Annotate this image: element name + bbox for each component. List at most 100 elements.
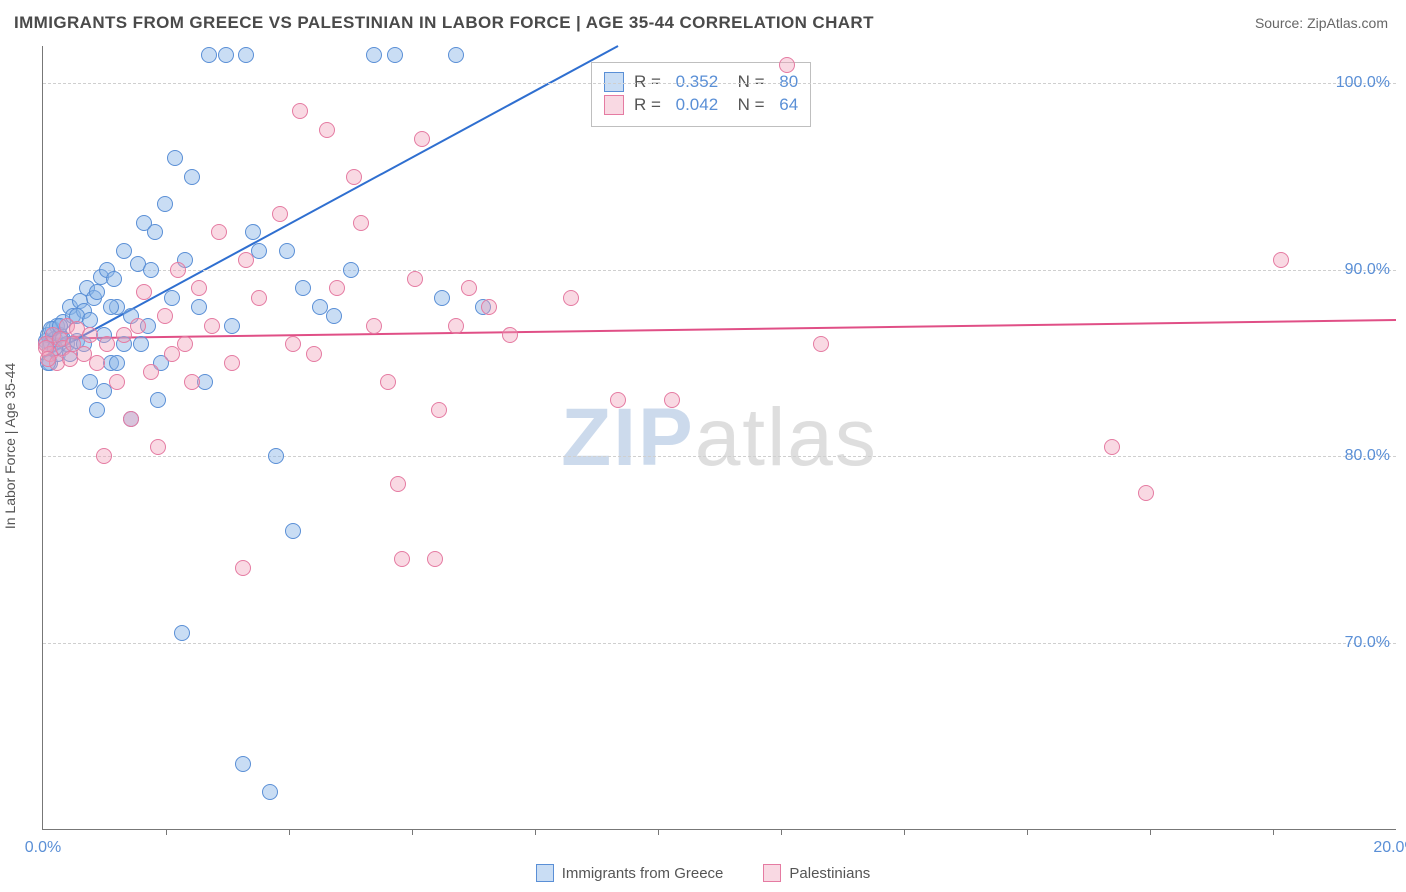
- point-greece: [143, 262, 159, 278]
- point-greece: [174, 625, 190, 641]
- point-palestinians: [157, 308, 173, 324]
- corr-n-label: N =: [728, 72, 769, 92]
- point-palestinians: [1273, 252, 1289, 268]
- source-value: ZipAtlas.com: [1307, 15, 1388, 31]
- y-tick-label: 100.0%: [1336, 74, 1390, 92]
- point-palestinians: [96, 448, 112, 464]
- legend-swatch-greece: [536, 864, 554, 882]
- point-palestinians: [82, 327, 98, 343]
- point-palestinians: [813, 336, 829, 352]
- point-palestinians: [177, 336, 193, 352]
- point-greece: [103, 299, 119, 315]
- point-palestinians: [1104, 439, 1120, 455]
- point-greece: [164, 290, 180, 306]
- corr-n-value: 64: [779, 95, 798, 115]
- point-palestinians: [394, 551, 410, 567]
- point-greece: [245, 224, 261, 240]
- legend-label-greece: Immigrants from Greece: [562, 865, 724, 882]
- point-palestinians: [238, 252, 254, 268]
- point-palestinians: [184, 374, 200, 390]
- point-greece: [285, 523, 301, 539]
- legend-item-greece: Immigrants from Greece: [536, 864, 724, 882]
- gridline-h: [43, 270, 1396, 271]
- point-greece: [295, 280, 311, 296]
- point-palestinians: [170, 262, 186, 278]
- point-palestinians: [448, 318, 464, 334]
- point-palestinians: [380, 374, 396, 390]
- bottom-legend: Immigrants from Greece Palestinians: [0, 864, 1406, 882]
- point-palestinians: [306, 346, 322, 362]
- source-prefix: Source:: [1255, 15, 1307, 31]
- y-tick-label: 70.0%: [1345, 634, 1390, 652]
- point-greece: [218, 47, 234, 63]
- point-greece: [262, 784, 278, 800]
- correlation-legend: R = 0.352 N = 80 R = 0.042 N = 64: [591, 62, 811, 127]
- point-greece: [167, 150, 183, 166]
- gridline-h: [43, 83, 1396, 84]
- point-palestinians: [563, 290, 579, 306]
- point-greece: [150, 392, 166, 408]
- point-greece: [116, 243, 132, 259]
- corr-legend-row: R = 0.352 N = 80: [604, 72, 798, 92]
- x-tick-mark: [781, 829, 782, 835]
- point-greece: [224, 318, 240, 334]
- legend-swatch-palestinians: [763, 864, 781, 882]
- point-palestinians: [40, 351, 56, 367]
- gridline-h: [43, 643, 1396, 644]
- point-palestinians: [292, 103, 308, 119]
- x-tick-mark: [166, 829, 167, 835]
- point-greece: [251, 243, 267, 259]
- point-greece: [89, 402, 105, 418]
- legend-item-palestinians: Palestinians: [763, 864, 870, 882]
- point-palestinians: [329, 280, 345, 296]
- legend-label-palestinians: Palestinians: [789, 865, 870, 882]
- point-palestinians: [481, 299, 497, 315]
- corr-legend-row: R = 0.042 N = 64: [604, 95, 798, 115]
- point-greece: [387, 47, 403, 63]
- point-greece: [238, 47, 254, 63]
- trend-lines-svg: [43, 46, 1396, 829]
- point-palestinians: [211, 224, 227, 240]
- x-tick-label: 20.0%: [1373, 839, 1406, 857]
- corr-r-label: R =: [634, 72, 666, 92]
- point-palestinians: [353, 215, 369, 231]
- y-tick-label: 80.0%: [1345, 447, 1390, 465]
- point-greece: [82, 312, 98, 328]
- corr-n-value: 80: [779, 72, 798, 92]
- point-palestinians: [502, 327, 518, 343]
- trend-line: [43, 320, 1396, 339]
- x-tick-mark: [904, 829, 905, 835]
- point-palestinians: [109, 374, 125, 390]
- chart-source: Source: ZipAtlas.com: [1255, 15, 1388, 31]
- x-tick-mark: [412, 829, 413, 835]
- point-palestinians: [427, 551, 443, 567]
- point-greece: [191, 299, 207, 315]
- point-palestinians: [390, 476, 406, 492]
- point-palestinians: [130, 318, 146, 334]
- x-tick-mark: [1027, 829, 1028, 835]
- point-palestinians: [461, 280, 477, 296]
- corr-swatch: [604, 95, 624, 115]
- corr-r-value: 0.042: [676, 95, 719, 115]
- x-tick-mark: [289, 829, 290, 835]
- point-palestinians: [366, 318, 382, 334]
- point-palestinians: [150, 439, 166, 455]
- point-palestinians: [431, 402, 447, 418]
- point-palestinians: [235, 560, 251, 576]
- point-greece: [366, 47, 382, 63]
- point-greece: [106, 271, 122, 287]
- point-palestinians: [346, 169, 362, 185]
- point-greece: [235, 756, 251, 772]
- point-palestinians: [414, 131, 430, 147]
- corr-n-label: N =: [728, 95, 769, 115]
- point-greece: [268, 448, 284, 464]
- chart-header: IMMIGRANTS FROM GREECE VS PALESTINIAN IN…: [0, 0, 1406, 46]
- plot-inner: ZIPatlas R = 0.352 N = 80 R = 0.042 N = …: [43, 46, 1396, 829]
- x-tick-mark: [535, 829, 536, 835]
- point-greece: [201, 47, 217, 63]
- point-greece: [279, 243, 295, 259]
- point-palestinians: [1138, 485, 1154, 501]
- point-palestinians: [272, 206, 288, 222]
- point-palestinians: [191, 280, 207, 296]
- point-palestinians: [89, 355, 105, 371]
